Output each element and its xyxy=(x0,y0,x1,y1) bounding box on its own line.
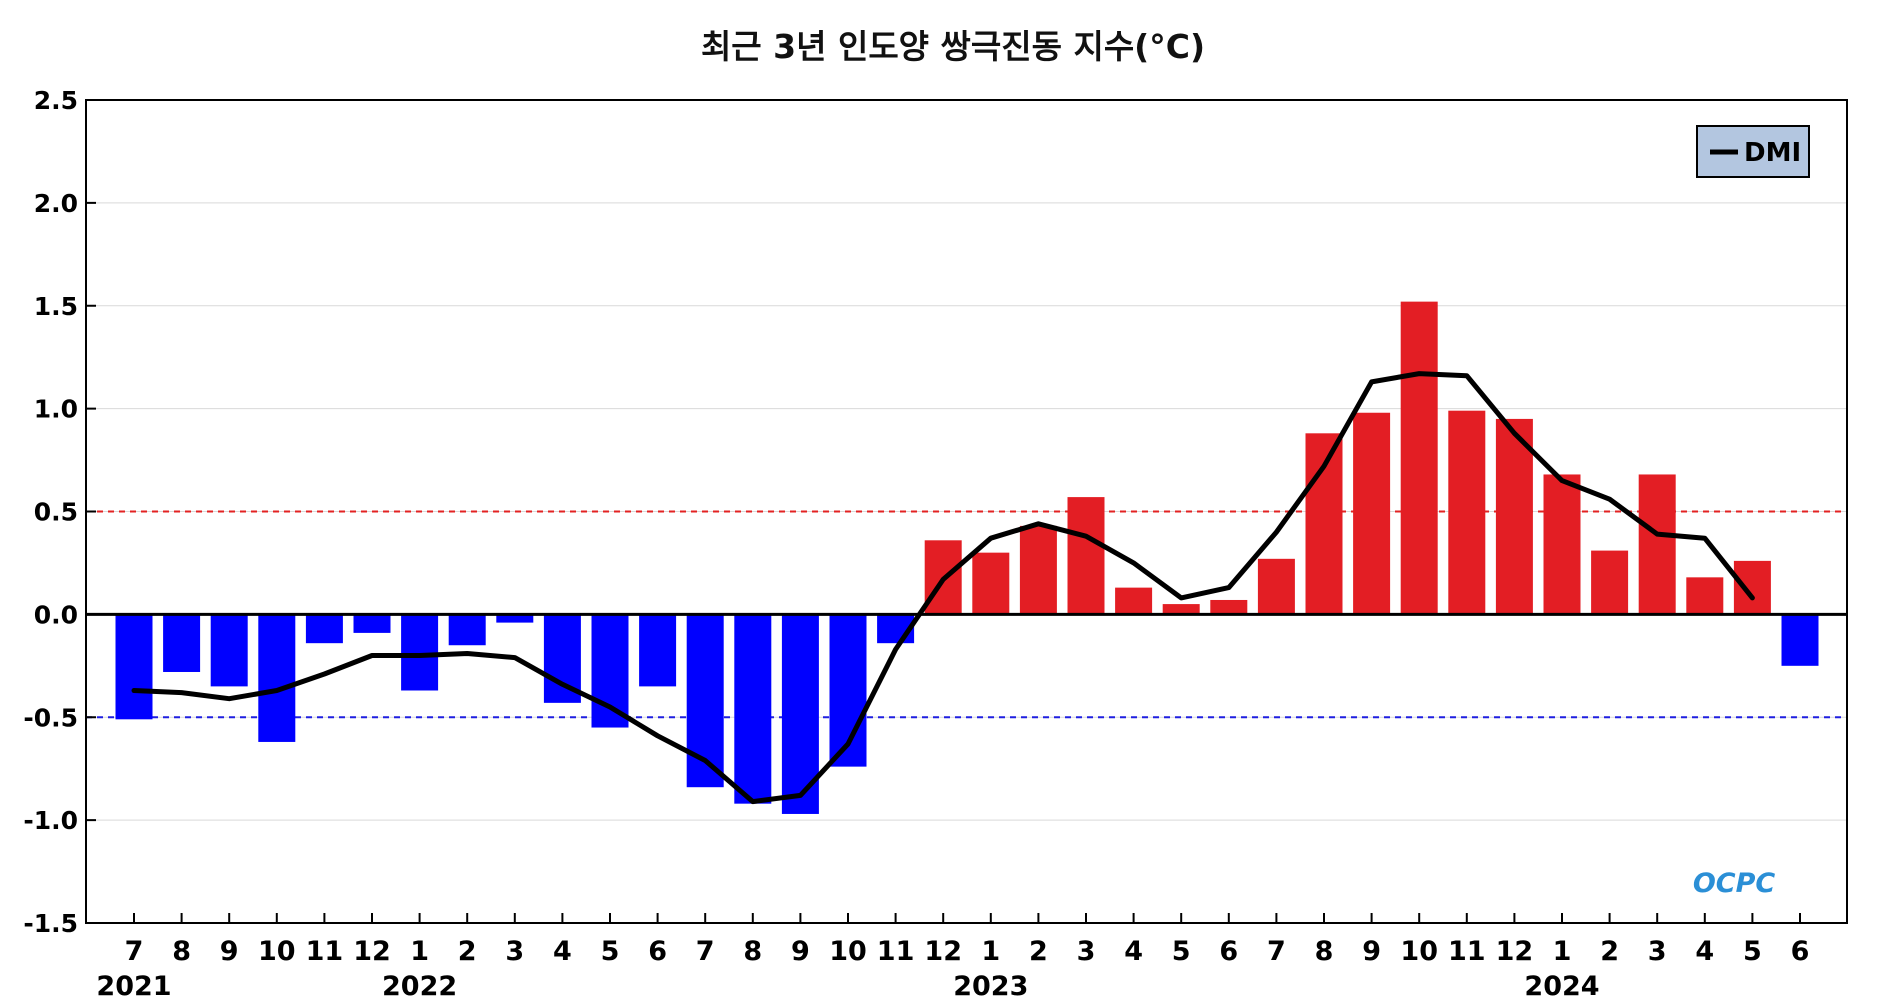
dmi-line-series xyxy=(131,371,1755,805)
x-tick-label: 3 xyxy=(1648,936,1667,967)
bar-series xyxy=(115,301,1819,814)
bar xyxy=(1067,497,1105,615)
bar xyxy=(972,552,1010,615)
x-tick-label: 5 xyxy=(601,936,620,967)
bar xyxy=(163,614,201,672)
bar xyxy=(1210,599,1248,615)
x-tick-label: 8 xyxy=(1315,936,1334,967)
x-tick-label: 11 xyxy=(306,936,344,967)
x-tick-label: 2 xyxy=(458,936,477,967)
x-tick-label: 6 xyxy=(648,936,667,967)
x-axis: 7 8 9 10 11 12 1 2 3 4 5 6 7 8 9 10 11 12 1 2 3 4 5 6 7 8 9 10 11 12 1… xyxy=(96,913,1809,1000)
y-tick-label: 2.0 xyxy=(34,189,78,218)
y-tick-label: -0.5 xyxy=(23,703,78,732)
bar xyxy=(1019,525,1057,615)
x-tick-label: 1 xyxy=(1553,936,1572,967)
x-tick-label: 6 xyxy=(1219,936,1238,967)
bar xyxy=(1733,560,1771,615)
x-tick-label: 7 xyxy=(696,936,715,967)
x-tick-label: 5 xyxy=(1743,936,1762,967)
year-label: 2022 xyxy=(382,971,457,1000)
bar xyxy=(1543,474,1581,615)
x-tick-label: 10 xyxy=(258,936,296,967)
legend: DMI xyxy=(1696,125,1810,178)
bar xyxy=(1448,410,1486,615)
y-tick-label: 2.5 xyxy=(34,86,78,115)
chart-title: 최근 3년 인도양 쌍극진동 지수(°C) xyxy=(701,27,1205,66)
bar xyxy=(1781,614,1819,666)
x-tick-label: 2 xyxy=(1029,936,1048,967)
x-tick-label: 3 xyxy=(1077,936,1096,967)
bar xyxy=(1400,301,1438,615)
bar xyxy=(734,614,772,804)
bar xyxy=(258,614,296,742)
x-tick-label: 1 xyxy=(410,936,429,967)
year-label: 2021 xyxy=(96,971,171,1000)
year-label: 2024 xyxy=(1524,971,1599,1000)
bar xyxy=(639,614,677,687)
bar xyxy=(210,614,248,687)
dmi-line xyxy=(131,371,1755,805)
bar xyxy=(305,614,343,644)
bar xyxy=(591,614,629,728)
y-tick-label: 1.0 xyxy=(34,395,78,424)
y-tick-label: 1.5 xyxy=(34,292,78,321)
x-tick-label: 7 xyxy=(1267,936,1286,967)
bar xyxy=(1591,550,1629,615)
legend-label-dmi: DMI xyxy=(1744,138,1801,168)
bar xyxy=(1353,412,1391,615)
x-tick-label: 4 xyxy=(1695,936,1714,967)
x-tick-label: 9 xyxy=(1362,936,1381,967)
x-tick-label: 2 xyxy=(1600,936,1619,967)
x-tick-label: 4 xyxy=(553,936,572,967)
bar xyxy=(1638,474,1676,615)
bar xyxy=(448,614,486,646)
y-tick-label: -1.5 xyxy=(23,909,78,938)
bar xyxy=(1257,558,1295,615)
bar xyxy=(1305,433,1343,615)
ocpc-logo: OCPC xyxy=(1693,868,1776,899)
bar xyxy=(401,614,439,691)
x-tick-label: 4 xyxy=(1124,936,1143,967)
x-tick-label: 7 xyxy=(125,936,144,967)
x-tick-label: 10 xyxy=(829,936,867,967)
y-tick-label: 0.0 xyxy=(34,600,78,629)
bar xyxy=(353,614,391,633)
x-tick-label: 9 xyxy=(220,936,239,967)
x-tick-label: 10 xyxy=(1400,936,1438,967)
year-label: 2023 xyxy=(953,971,1028,1000)
bar xyxy=(496,614,534,623)
logo-text: OCPC xyxy=(1693,868,1776,899)
x-tick-label: 5 xyxy=(1172,936,1191,967)
x-tick-label: 1 xyxy=(981,936,1000,967)
x-tick-label: 12 xyxy=(353,936,391,967)
x-tick-label: 12 xyxy=(924,936,962,967)
bar xyxy=(1495,418,1533,615)
x-tick-label: 12 xyxy=(1496,936,1534,967)
bar xyxy=(1162,604,1200,615)
x-tick-label: 6 xyxy=(1791,936,1810,967)
x-tick-label: 8 xyxy=(743,936,762,967)
bar xyxy=(1115,587,1153,615)
y-axis: 2.5 2.0 1.5 1.0 0.5 0.0 -0.5 -1.0 -1.5 xyxy=(23,86,96,938)
x-tick-label: 9 xyxy=(791,936,810,967)
bar xyxy=(1686,577,1724,615)
x-tick-label: 8 xyxy=(172,936,191,967)
x-tick-label: 11 xyxy=(877,936,915,967)
y-tick-label: 0.5 xyxy=(34,498,78,527)
x-tick-label: 3 xyxy=(505,936,524,967)
y-tick-label: -1.0 xyxy=(23,806,78,835)
x-tick-label: 11 xyxy=(1448,936,1486,967)
bar xyxy=(115,614,153,720)
